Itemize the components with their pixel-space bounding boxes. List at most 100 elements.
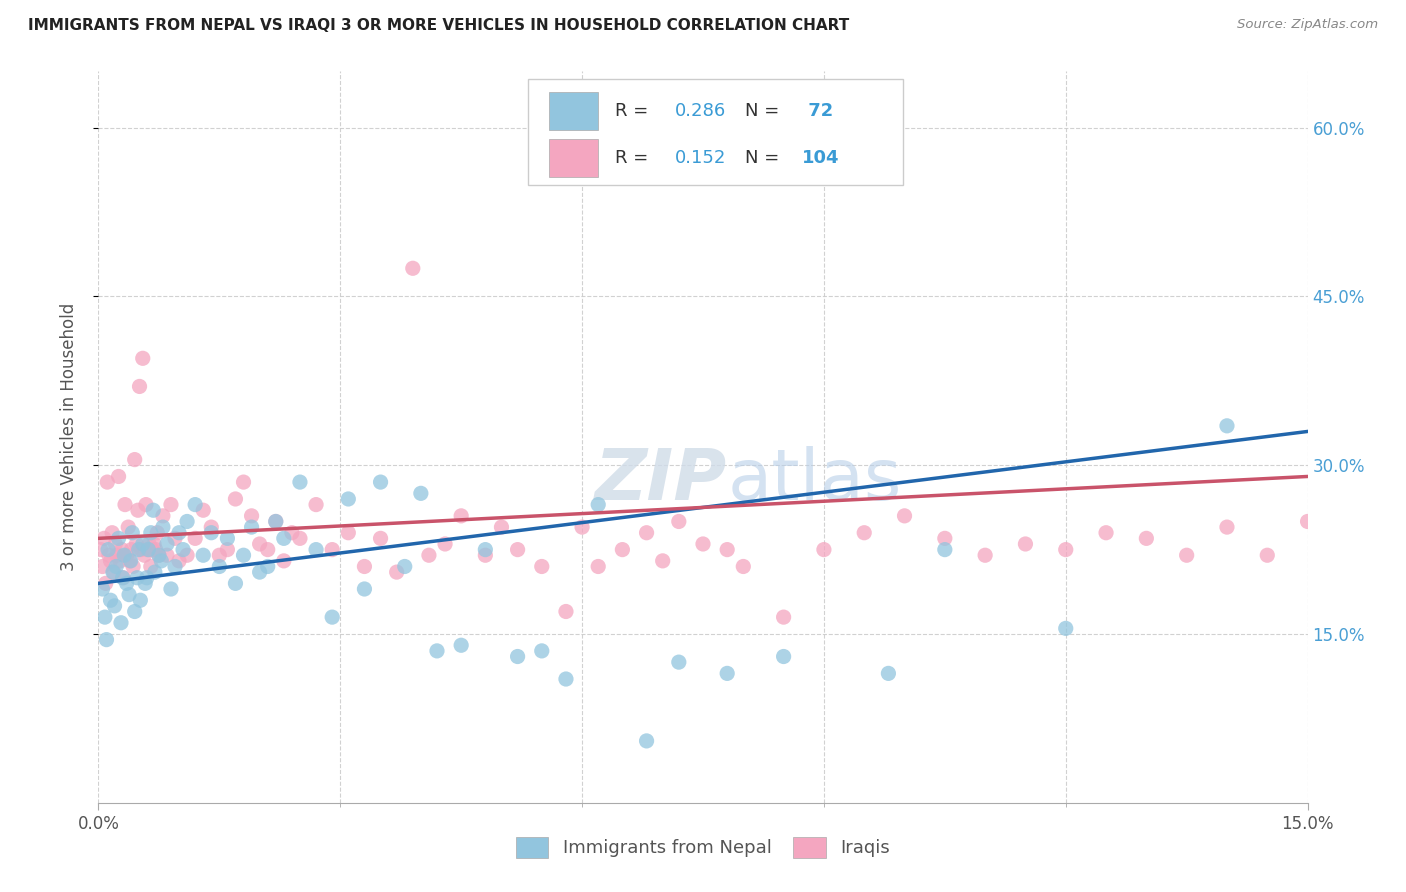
Point [135, 498, 157, 512]
Point [1014, 537, 1036, 551]
Point [337, 491, 360, 506]
Point [156, 537, 179, 551]
Point [716, 542, 738, 557]
Point [97, 542, 120, 557]
Point [91, 559, 114, 574]
Point [1054, 621, 1077, 635]
Point [200, 520, 222, 534]
Point [132, 351, 155, 366]
Point [122, 559, 145, 574]
Point [125, 537, 148, 551]
Point [184, 532, 207, 546]
Point [100, 554, 122, 568]
Point [370, 532, 392, 546]
Legend: Immigrants from Nepal, Iraqis: Immigrants from Nepal, Iraqis [508, 828, 898, 867]
Point [217, 532, 239, 546]
Point [163, 559, 186, 574]
Point [139, 559, 162, 574]
Point [1216, 520, 1239, 534]
Point [103, 565, 125, 579]
Point [150, 554, 173, 568]
Point [134, 548, 156, 562]
Point [120, 554, 142, 568]
Point [1054, 542, 1077, 557]
Point [128, 542, 150, 557]
Point [217, 542, 239, 557]
Text: N =: N = [745, 102, 786, 120]
Point [135, 571, 157, 585]
Point [264, 515, 287, 529]
Point [337, 525, 360, 540]
Point [121, 525, 143, 540]
Point [118, 554, 141, 568]
Point [172, 542, 194, 557]
Y-axis label: 3 or more Vehicles in Household: 3 or more Vehicles in Household [59, 303, 77, 571]
Point [124, 452, 146, 467]
Point [853, 525, 876, 540]
Point [108, 554, 131, 568]
Point [934, 542, 956, 557]
Point [91, 582, 114, 596]
Point [163, 532, 186, 546]
Point [96, 475, 118, 489]
Point [240, 520, 263, 534]
Point [651, 554, 673, 568]
Point [636, 734, 658, 748]
Text: atlas: atlas [727, 447, 901, 516]
Point [586, 559, 609, 574]
Point [117, 520, 139, 534]
Point [115, 576, 138, 591]
Point [636, 525, 658, 540]
Text: R =: R = [614, 102, 654, 120]
Point [114, 498, 136, 512]
Point [224, 491, 246, 506]
Text: ZIP: ZIP [595, 447, 727, 516]
Point [256, 559, 278, 574]
Point [94, 610, 117, 624]
Point [256, 542, 278, 557]
Point [90, 542, 112, 557]
Point [668, 515, 690, 529]
Point [273, 554, 295, 568]
Point [112, 548, 135, 562]
Point [1175, 548, 1198, 562]
Text: Source: ZipAtlas.com: Source: ZipAtlas.com [1237, 18, 1378, 31]
Point [385, 565, 408, 579]
Point [127, 571, 149, 585]
Point [132, 537, 155, 551]
Point [240, 508, 263, 523]
Point [176, 548, 198, 562]
Point [1095, 525, 1118, 540]
Point [273, 532, 295, 546]
Point [129, 542, 152, 557]
Point [409, 486, 432, 500]
Point [100, 593, 122, 607]
Point [134, 576, 156, 591]
Point [305, 498, 328, 512]
Point [1376, 542, 1399, 557]
Point [353, 582, 375, 596]
Point [110, 615, 132, 630]
Point [571, 520, 593, 534]
Text: 0.152: 0.152 [675, 149, 727, 167]
Point [321, 542, 343, 557]
Point [152, 520, 174, 534]
Point [208, 559, 231, 574]
Point [692, 537, 714, 551]
Point [612, 542, 634, 557]
Point [148, 548, 170, 562]
Point [103, 599, 125, 613]
Point [434, 537, 457, 551]
Point [105, 559, 128, 574]
Point [402, 261, 425, 276]
Point [138, 537, 160, 551]
Point [370, 475, 392, 489]
Point [1337, 537, 1360, 551]
Point [105, 548, 128, 562]
FancyBboxPatch shape [527, 78, 903, 185]
Point [143, 537, 166, 551]
Point [733, 559, 755, 574]
Point [167, 554, 190, 568]
Point [232, 548, 254, 562]
Point [974, 548, 997, 562]
